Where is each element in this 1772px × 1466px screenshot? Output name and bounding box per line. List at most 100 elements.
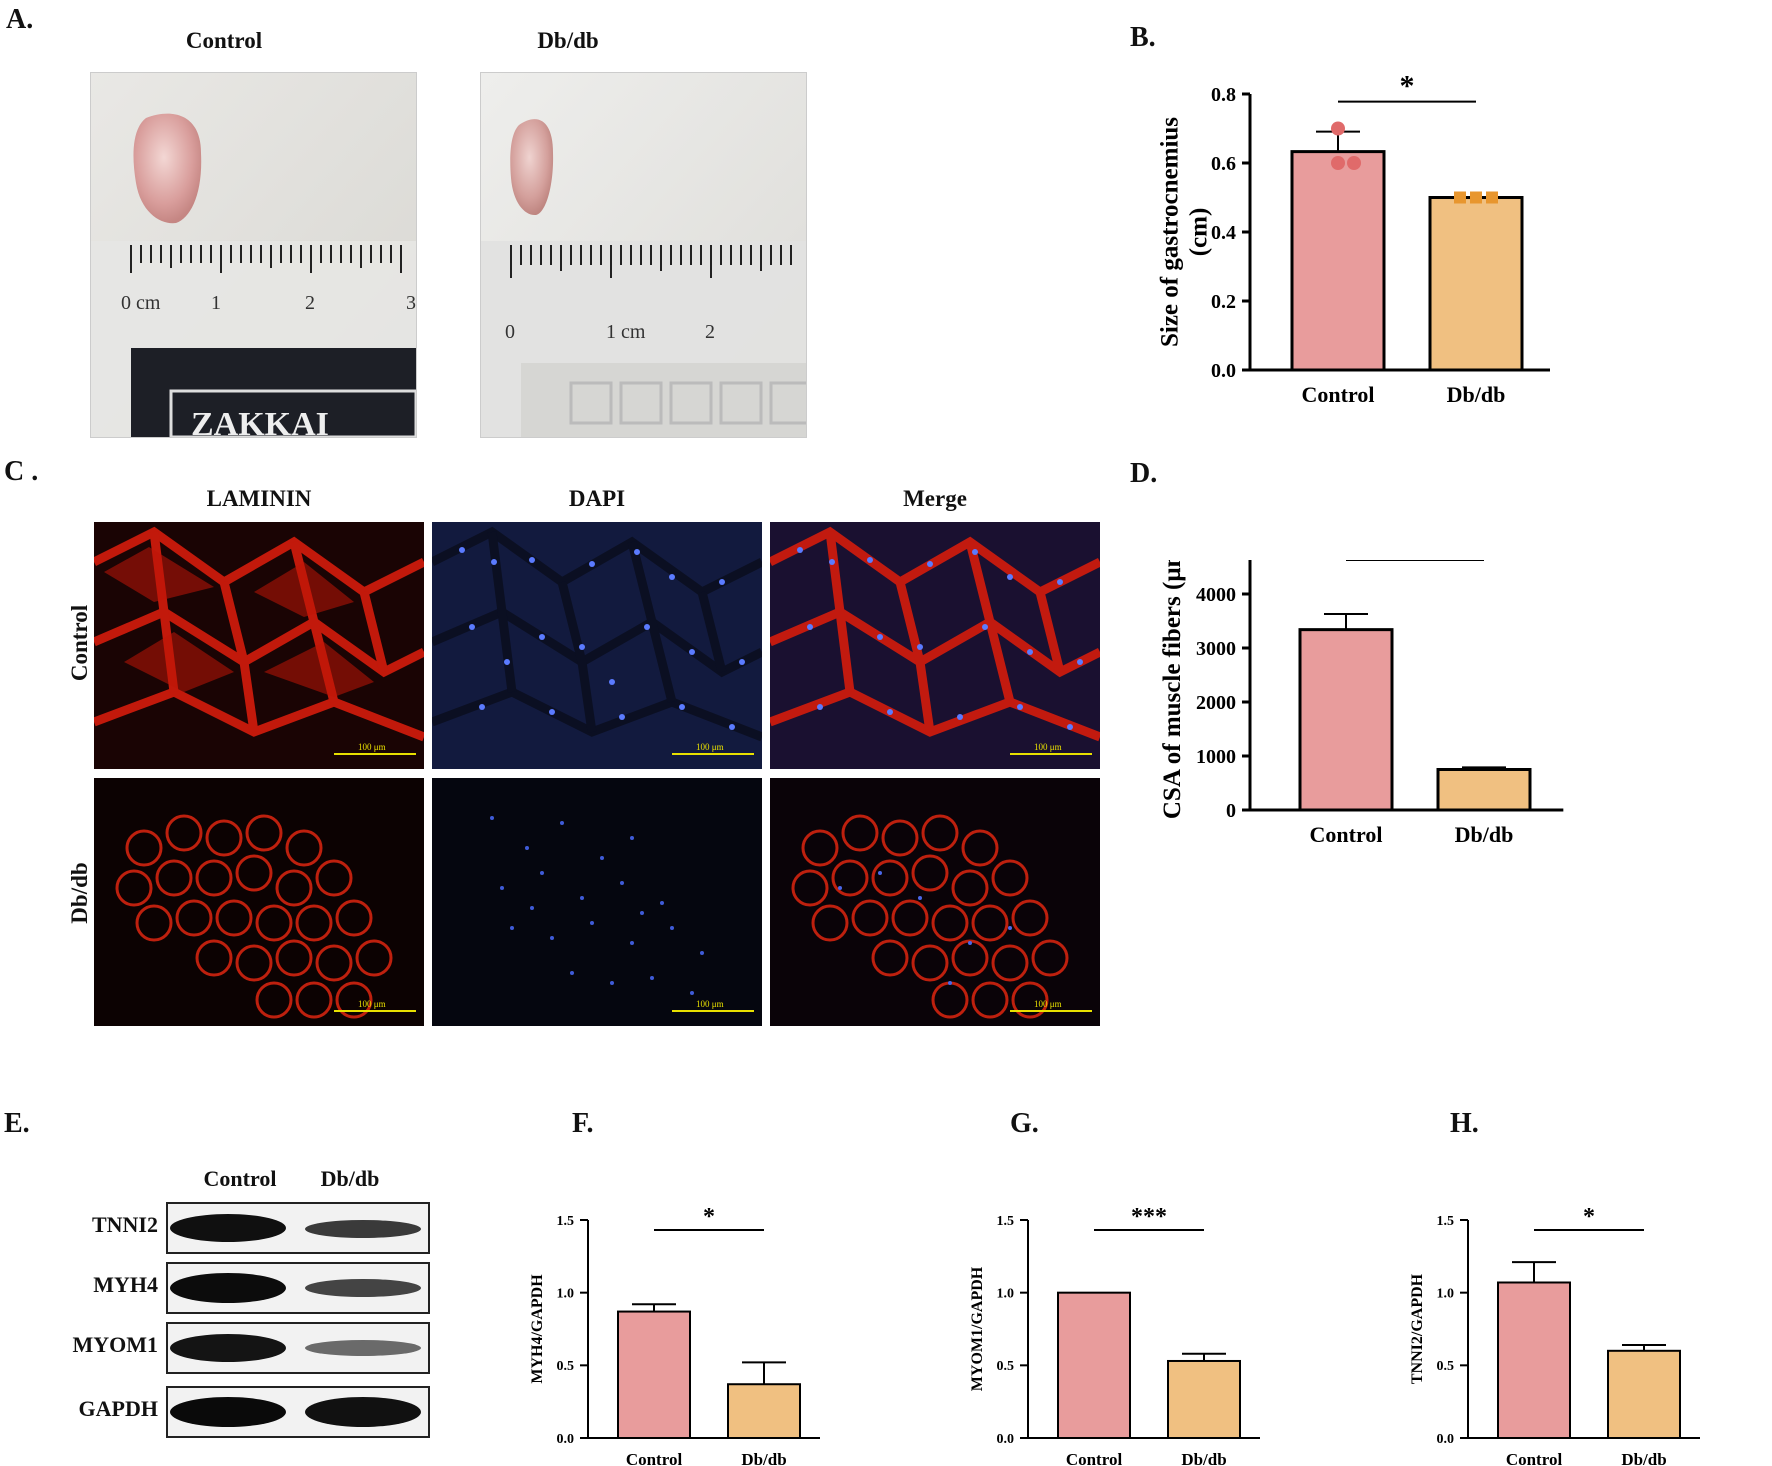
bar-control — [617, 1310, 691, 1439]
data-point — [1331, 121, 1345, 136]
y-tick-label: 0.2 — [1211, 291, 1236, 313]
bar-dbdb — [1607, 1349, 1681, 1439]
scale-bar-label: 100 μm — [1034, 999, 1062, 1009]
y-tick-label: 0.8 — [1211, 84, 1236, 106]
x-tick-label: Db/db — [1181, 1450, 1226, 1466]
x-tick-label: Db/db — [1621, 1450, 1666, 1466]
panel-d-letter: D. — [1130, 458, 1158, 489]
y-tick-label: 0.4 — [1211, 222, 1236, 244]
wb-label-gapdh: GAPDH — [78, 1396, 158, 1421]
ruler-right-label-1: 1 cm — [606, 321, 646, 343]
ruler-right-label-2: 2 — [705, 321, 715, 343]
y-tick-label: 0.5 — [557, 1359, 575, 1374]
col-header-dapi: DAPI — [568, 486, 626, 511]
x-tick-label: Control — [626, 1450, 683, 1466]
chart-b: 0.0 0.2 0.4 0.6 0.8 Size of gastrocnemius(cm)… — [1157, 70, 1550, 407]
scale-bar-label: 100 μm — [358, 742, 386, 752]
wb-band-myh4 — [166, 1262, 430, 1314]
col-header-laminin: LAMININ — [206, 486, 312, 511]
micrograph-dbdb-merge: 100 μm — [770, 778, 1100, 1026]
wb-band-tnni2 — [166, 1202, 430, 1254]
ruler-brand: ZAKKAI — [191, 406, 329, 437]
y-tick-label: 1.0 — [557, 1287, 575, 1302]
micrograph-dbdb-dapi: 100 μm — [432, 778, 762, 1026]
y-tick-label: 2000 — [1196, 692, 1236, 714]
wb-band-myom1 — [166, 1322, 430, 1374]
bar-control — [1497, 1281, 1571, 1439]
y-axis-label: TNNI2/GAPDH — [1410, 1273, 1426, 1384]
y-tick-label: 0.5 — [1437, 1359, 1455, 1374]
data-point — [1331, 156, 1345, 170]
data-point — [1454, 191, 1466, 204]
panel-b-letter: B. — [1130, 22, 1156, 53]
y-tick-label: 0.5 — [997, 1359, 1015, 1374]
y-tick-label: 0.0 — [1211, 360, 1236, 382]
y-axis-label: CSA of muscle fibers (μm²) — [1159, 560, 1186, 819]
micrograph-control-dapi: 100 μm — [432, 522, 762, 769]
x-tick-label: Control — [1302, 382, 1375, 407]
y-tick-label: 1.5 — [997, 1214, 1015, 1229]
data-point — [1347, 156, 1361, 170]
wb-band-gapdh — [166, 1386, 430, 1438]
y-tick-label: 3000 — [1196, 638, 1236, 660]
bar-control — [1290, 150, 1386, 372]
photo-control-gastrocnemius: 0 cm 1 2 3 ZAKKAI — [90, 72, 417, 438]
bar-control — [1298, 628, 1394, 812]
micrograph-control-merge: 100 μm — [770, 522, 1100, 769]
y-tick-label: 0.6 — [1211, 153, 1236, 175]
col-header-merge: Merge — [903, 486, 967, 511]
photo-title-control: Control — [185, 28, 263, 53]
bar-dbdb — [1167, 1359, 1241, 1439]
significance-marker: *** — [1131, 1204, 1167, 1230]
row-header-control: Control — [67, 604, 92, 682]
ruler-left-label-1: 1 — [211, 292, 221, 314]
x-tick-label: Control — [1310, 822, 1383, 847]
bar-control — [1057, 1291, 1131, 1439]
scale-bar-label: 100 μm — [1034, 742, 1062, 752]
panel-e-letter: E. — [4, 1108, 30, 1139]
bar-dbdb — [1428, 196, 1524, 372]
photo-dbdb-gastrocnemius: 0 1 cm 2 — [480, 72, 807, 438]
x-tick-label: Control — [1066, 1450, 1123, 1466]
chart-d: 010002000300040005000CSA of muscle fiber… — [1159, 560, 1564, 847]
y-tick-label: 1.5 — [557, 1214, 575, 1229]
chart-h: 0.0 0.5 1.0 1.5 TNNI2/GAPDH Control Db/db * — [1410, 1204, 1700, 1466]
panel-h-letter: H. — [1450, 1108, 1479, 1139]
y-tick-label: 1.5 — [1437, 1214, 1455, 1229]
x-tick-label: Db/db — [741, 1450, 786, 1466]
y-tick-label: 1.0 — [997, 1287, 1015, 1302]
x-tick-label: Db/db — [1455, 822, 1514, 847]
panel-f-letter: F. — [572, 1108, 594, 1139]
significance-marker: *** — [1393, 560, 1438, 561]
y-tick-label: 0.0 — [1437, 1432, 1455, 1447]
bar-dbdb — [1436, 768, 1532, 812]
wb-col-dbdb: Db/db — [320, 1166, 380, 1191]
ruler-left-label-3: 3 — [406, 292, 416, 314]
chart-f: 0.0 0.5 1.0 1.5 MYH4/GAPDH Control Db/db * — [530, 1204, 820, 1466]
chart-g: 0.0 0.5 1.0 1.5 MYOM1/GAPDH Control Db/db *** — [970, 1204, 1260, 1466]
ruler-left-label-0: 0 cm — [121, 292, 161, 314]
y-tick-label: 0 — [1226, 800, 1236, 822]
y-tick-label: 1000 — [1196, 746, 1236, 768]
x-tick-label: Control — [1506, 1450, 1563, 1466]
photo-title-dbdb: Db/db — [537, 28, 599, 53]
y-tick-label: 1.0 — [1437, 1287, 1455, 1302]
y-axis-label: MYOM1/GAPDH — [970, 1266, 986, 1391]
significance-marker: * — [1583, 1204, 1595, 1230]
panel-g-letter: G. — [1010, 1108, 1039, 1139]
significance-marker: * — [1400, 70, 1415, 103]
ruler-left-label-2: 2 — [305, 292, 315, 314]
y-tick-label: 4000 — [1196, 584, 1236, 606]
scale-bar-label: 100 μm — [696, 999, 724, 1009]
data-point — [1486, 191, 1498, 204]
wb-label-myom1: MYOM1 — [72, 1332, 158, 1357]
y-tick-label: 0.0 — [557, 1432, 575, 1447]
y-axis-label: MYH4/GAPDH — [530, 1274, 546, 1384]
bar-dbdb — [727, 1383, 801, 1440]
wb-col-control: Control — [203, 1166, 277, 1191]
wb-label-tnni2: TNNI2 — [91, 1212, 158, 1237]
y-tick-label: 0.0 — [997, 1432, 1015, 1447]
data-point — [1470, 191, 1482, 204]
scale-bar-label: 100 μm — [696, 742, 724, 752]
panel-a-letter: A. — [6, 4, 34, 35]
